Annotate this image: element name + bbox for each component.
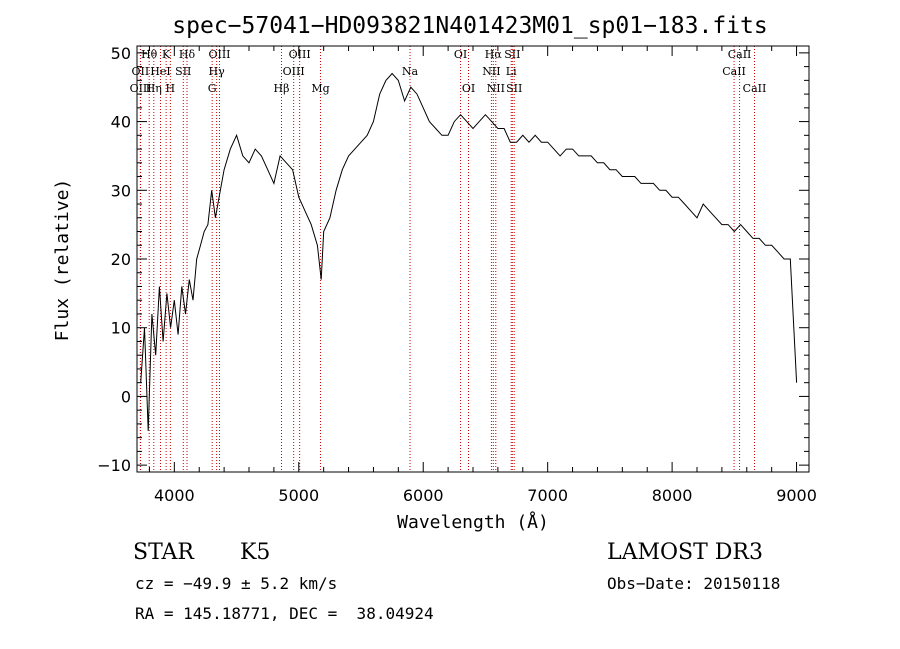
x-tick-label: 4000 <box>154 486 195 505</box>
redshift-value: cz = −49.9 ± 5.2 km/s <box>135 574 338 593</box>
spectral-line-label: G <box>208 82 217 95</box>
survey-name: LAMOST DR3 <box>607 540 763 565</box>
object-subclass: K5 <box>240 540 271 565</box>
spectral-line-label: OIII <box>289 48 311 61</box>
observation-date: Obs−Date: 20150118 <box>607 574 781 593</box>
ra-dec-coordinates: RA = 145.18771, DEC = 38.04924 <box>135 604 434 623</box>
spectral-line-label: Hγ <box>209 65 226 78</box>
y-tick-label: −10 <box>97 456 131 475</box>
x-tick-label: 5000 <box>278 486 319 505</box>
x-tick-label: 6000 <box>403 486 444 505</box>
spectral-line-label: Hη <box>146 82 162 95</box>
spectral-line-label: OII <box>132 65 150 78</box>
spectral-line-label: HeI <box>150 65 170 78</box>
x-tick-label: 9000 <box>776 486 817 505</box>
spectral-line-label: SII <box>504 48 520 61</box>
spectral-line-label: SII <box>506 82 522 95</box>
spectral-line-label: CaII <box>722 65 746 78</box>
y-tick-label: 50 <box>111 44 131 63</box>
y-axis-label: Flux (relative) <box>52 179 73 342</box>
y-tick-label: 10 <box>111 319 131 338</box>
spectral-line-label: K <box>162 48 171 61</box>
spectral-line-label: CaII <box>728 48 752 61</box>
spectral-line-label: Hθ <box>141 48 158 61</box>
spectral-line-label: OIII <box>283 65 305 78</box>
spectral-line-label: Li <box>506 65 517 78</box>
y-tick-label: 0 <box>121 387 131 406</box>
spectral-line-label: CaII <box>743 82 767 95</box>
spectral-line-label: OI <box>454 48 467 61</box>
spectral-line-label: H <box>166 82 176 95</box>
spectral-line-label: Hδ <box>179 48 196 61</box>
chart-title: spec−57041−HD093821N401423M01_sp01−183.f… <box>172 13 767 39</box>
spectral-line-label: OIII <box>130 82 152 95</box>
plot-frame <box>136 45 810 473</box>
spectral-line-label: Mg <box>311 82 329 95</box>
spectral-line-label: NII <box>482 65 500 78</box>
spectral-line-label: OI <box>462 82 475 95</box>
spectral-line-label: SII <box>175 65 191 78</box>
y-tick-label: 30 <box>111 181 131 200</box>
spectral-line-label: Hα <box>485 48 503 61</box>
spectral-line-label: NII <box>487 82 505 95</box>
x-tick-label: 8000 <box>652 486 693 505</box>
object-class: STAR <box>133 540 194 565</box>
spectral-line-label: Na <box>402 65 419 78</box>
x-axis-label: Wavelength (Å) <box>397 511 549 533</box>
spectral-line-label: OIII <box>208 48 230 61</box>
spectral-line-label: Hβ <box>274 82 290 95</box>
y-tick-label: 20 <box>111 250 131 269</box>
x-tick-label: 7000 <box>527 486 568 505</box>
y-tick-label: 40 <box>111 113 131 132</box>
spectrum-line <box>140 72 798 431</box>
